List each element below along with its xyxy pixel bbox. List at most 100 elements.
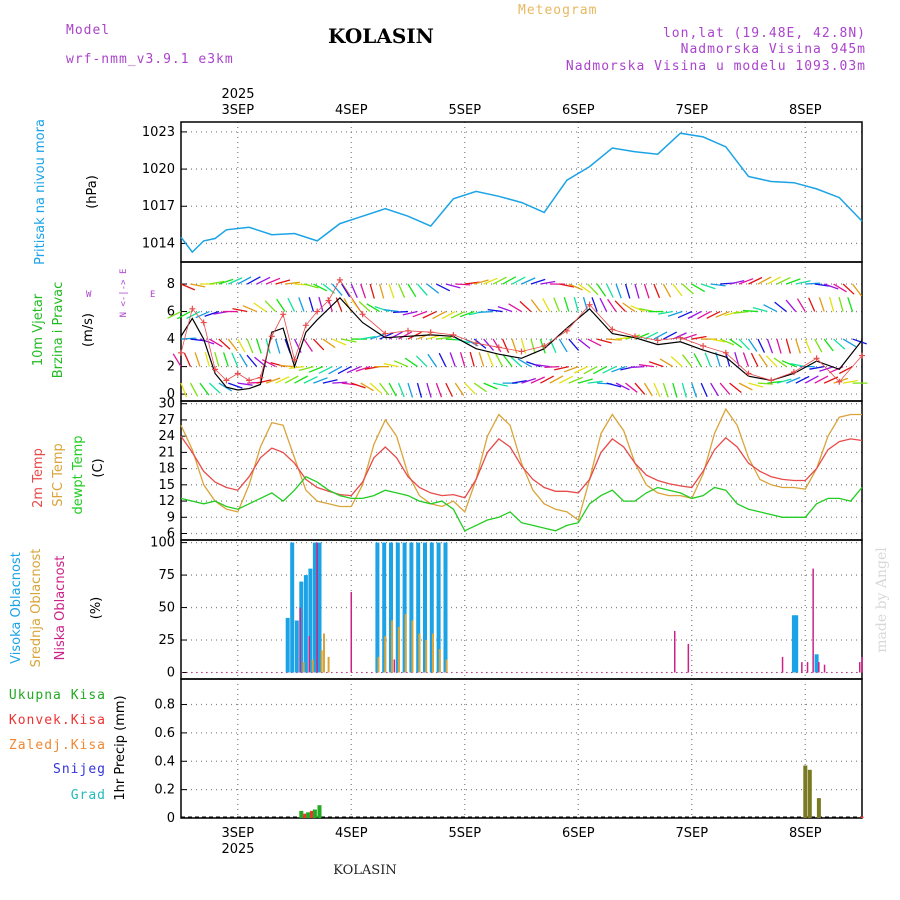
wind-barb (358, 301, 371, 313)
precip-bar-s0 (317, 805, 322, 818)
wind-barb (469, 351, 475, 367)
wind-barb (497, 305, 513, 313)
wind-barb (218, 382, 233, 392)
wind-barb (397, 382, 405, 398)
wind-barb (412, 310, 428, 318)
wind-barb (218, 338, 231, 350)
wind-barb (508, 303, 522, 313)
wind-barb (483, 382, 498, 390)
top-day-label-0: 3SEP (221, 103, 254, 118)
wind-barb (427, 353, 437, 367)
wind-barb (332, 338, 347, 346)
bottom-day-label-4: 7SEP (675, 826, 708, 841)
wind-barb (593, 366, 607, 375)
wind-barb (558, 338, 568, 353)
wind-barb (638, 364, 654, 368)
cloud-bar-s2 (823, 664, 826, 673)
year-top: 2025 (221, 87, 254, 102)
wind-barb (653, 283, 661, 299)
wind-barb (378, 283, 385, 299)
wind-barb (303, 338, 313, 352)
wind-barb (459, 352, 466, 367)
dewpt-line (180, 475, 863, 532)
wind-barb (776, 338, 782, 354)
wind-barb (204, 310, 220, 317)
precip-bar-s0 (299, 810, 304, 818)
wind-barb (275, 279, 291, 285)
cloud-bar-s1 (438, 649, 441, 673)
wind-barb (823, 283, 839, 290)
bottom-day-label-1: 4SEP (335, 826, 368, 841)
cloud-bar-s0 (402, 542, 407, 673)
wind-barb (644, 331, 659, 340)
ytick-label-p4-2: 50 (158, 601, 175, 616)
wind-barb (478, 310, 494, 314)
gust-marker (495, 344, 502, 351)
wind-barb (691, 283, 706, 293)
wind-barb (553, 297, 560, 312)
sfc-temp-line (180, 407, 862, 522)
wind-barb (578, 378, 593, 384)
wind-barb (501, 338, 510, 354)
wind-barb (672, 283, 683, 297)
model-label: Model (66, 23, 110, 38)
bottom-day-labels: 3SEP 4SEP 5SEP 6SEP 7SEP 8SEP (221, 826, 821, 841)
wind-barb (842, 283, 855, 295)
wind-barb (624, 283, 631, 299)
wind-barb (502, 354, 513, 367)
gust-marker (257, 374, 264, 381)
wind-barb (662, 283, 672, 298)
cloud-bar-s0 (303, 575, 308, 673)
wind-barb (246, 338, 254, 354)
wind-barb (748, 382, 764, 388)
wind-barb (596, 338, 612, 344)
wind-barb (786, 376, 801, 384)
wind-barb (852, 338, 867, 345)
cloud-bar-s2 (299, 607, 301, 673)
wind-barb (606, 338, 622, 341)
wind-barb (776, 378, 792, 384)
wind-barb (847, 297, 854, 312)
plot-layer (167, 132, 868, 818)
low-cloud-title: Niska Oblacnost (53, 556, 68, 661)
cloud-bar-s0 (416, 542, 421, 673)
wind-barb (474, 279, 489, 285)
wind-barb (209, 280, 225, 285)
wind-barb (838, 366, 853, 375)
ytick-label-p3-0: 6 (167, 527, 175, 542)
wind-barb (360, 283, 367, 299)
wind-barb (388, 382, 397, 397)
wind-barb (577, 338, 591, 349)
wind-speed-line (180, 296, 863, 391)
wind-barb (492, 276, 507, 285)
cloud-bar-s0 (389, 542, 393, 673)
wind-barb (438, 352, 447, 367)
wind-barb (511, 379, 527, 384)
gust-marker (280, 311, 287, 318)
cloud-bar-s2 (801, 662, 803, 673)
mid-cloud-title: Srednja Oblacnost (29, 549, 44, 668)
wind-barb (729, 382, 742, 394)
wind-barb (776, 277, 791, 285)
compass-west: W (86, 290, 92, 300)
watermark: made by Angel (874, 547, 890, 653)
wind-barb (369, 382, 382, 394)
wind-row-3 (172, 351, 853, 375)
ytick-label-p3-4: 18 (158, 462, 175, 477)
cloud-bar-s1 (418, 633, 421, 673)
wind-barb (435, 382, 443, 398)
wind-barb (195, 310, 210, 319)
wind-barb (445, 382, 453, 397)
wind-barb (643, 382, 653, 397)
wind-barb (559, 375, 573, 384)
cloud-bar-s1 (327, 656, 330, 673)
legend-zaledj-kisa: Zaledj.Kisa (9, 738, 106, 753)
wind-barb (445, 283, 461, 289)
legend-konvek-kisa: Konvek.Kisa (9, 713, 106, 728)
ytick-label-p4-1: 25 (158, 633, 175, 648)
wind-barb (795, 338, 801, 354)
wind-barb (599, 297, 608, 312)
cloud-axis-labels: Visoka Oblacnost Srednja Oblacnost Niska… (9, 549, 104, 668)
wind-barb (265, 338, 271, 354)
wind-row-4 (180, 375, 868, 398)
